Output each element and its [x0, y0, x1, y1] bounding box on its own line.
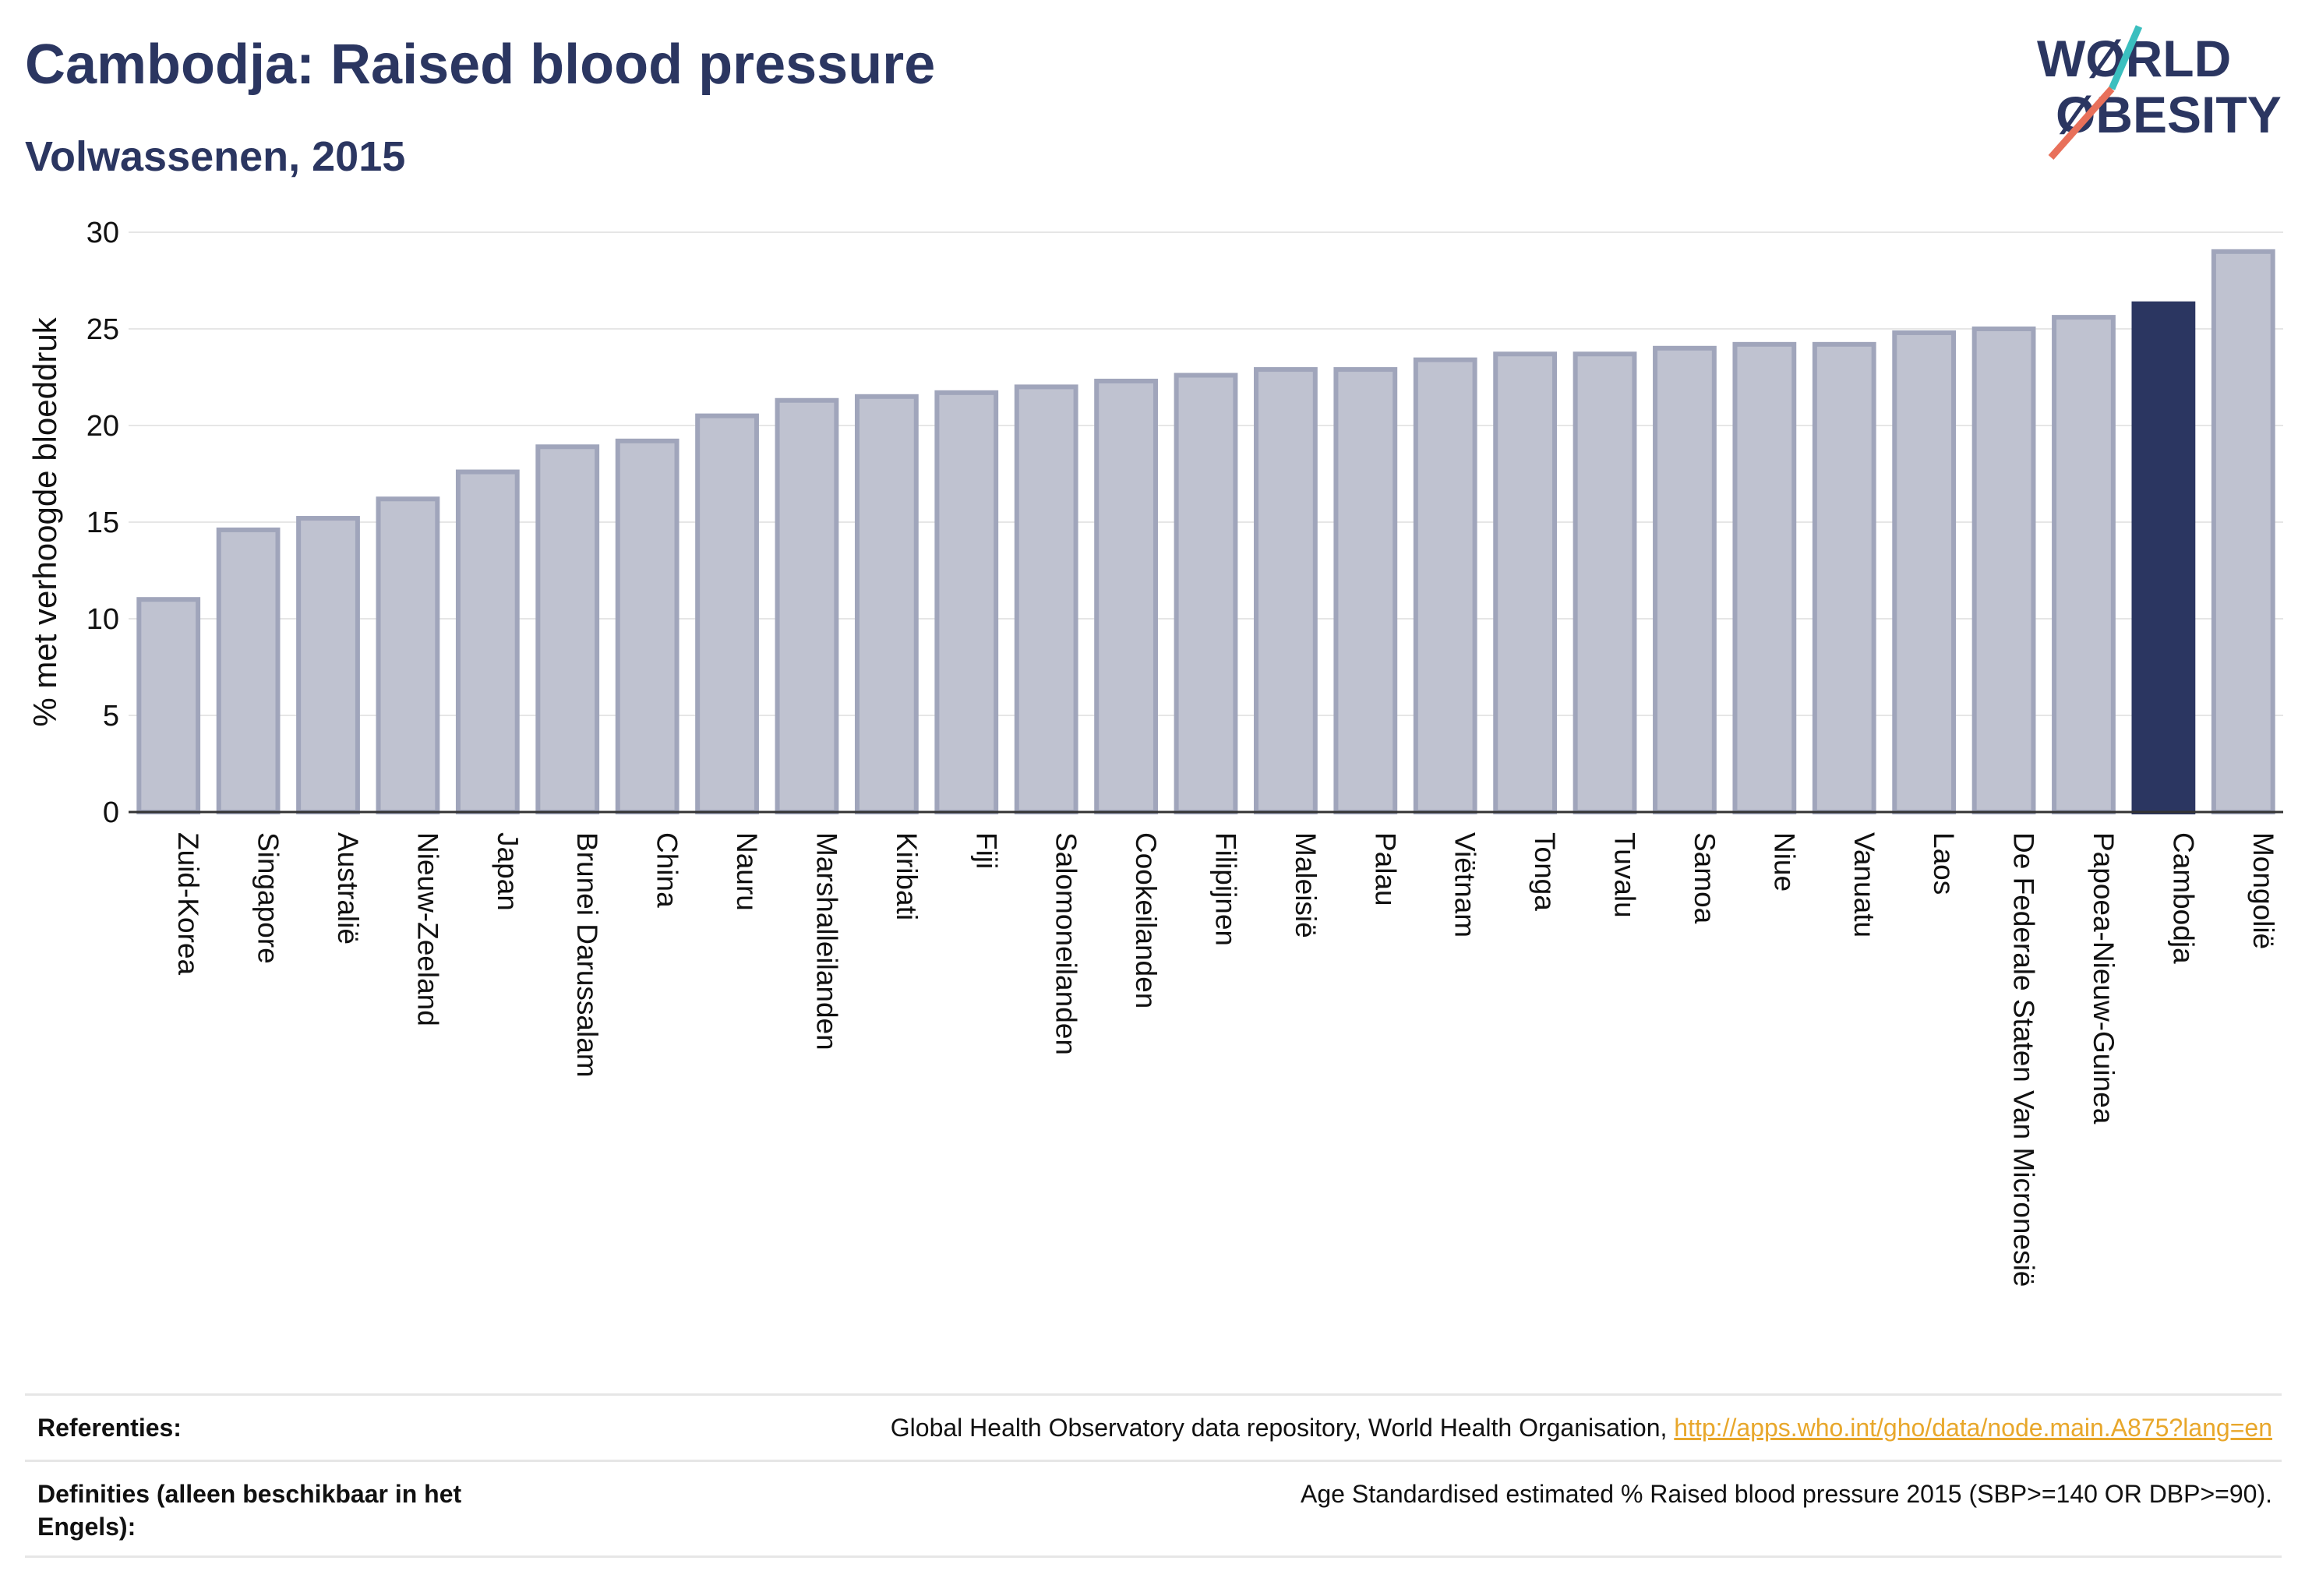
- bar-de-federale-staten-van-micronesi-: [1971, 327, 2036, 814]
- x-tick-label: Cookeilanden: [1130, 832, 1162, 1008]
- bar-vi-tnam: [1413, 357, 1477, 814]
- x-tick-label: Mongolië: [2247, 832, 2279, 949]
- bar-samoa: [1653, 345, 1717, 814]
- x-tick-label: Singapore: [252, 832, 284, 964]
- x-tick-label: Tuvalu: [1609, 832, 1641, 918]
- chart-subtitle: Volwassenen, 2015: [25, 133, 406, 180]
- y-tick-labels: 0 5 10 15 20 25 30: [86, 217, 119, 829]
- references-value: Global Health Observatory data repositor…: [891, 1411, 2272, 1444]
- y-tick-label: 0: [103, 796, 119, 829]
- x-tick-label: Zuid-Korea: [172, 832, 204, 975]
- x-tick-label: Viëtnam: [1449, 832, 1481, 937]
- bar-palau: [1333, 367, 1398, 814]
- references-row: Referenties: Global Health Observatory d…: [25, 1393, 2282, 1460]
- y-tick-label: 20: [86, 410, 119, 443]
- bar-filipijnen: [1174, 373, 1238, 814]
- y-tick-label: 25: [86, 313, 119, 346]
- x-tick-label: China: [651, 832, 683, 908]
- x-tick-label: De Federale Staten Van Micronesië: [2008, 832, 2040, 1287]
- x-tick-label: Japan: [492, 832, 524, 911]
- bar-china: [615, 438, 679, 815]
- x-tick-label: Australië: [332, 832, 364, 945]
- chart-title: Cambodja: Raised blood pressure: [25, 34, 936, 96]
- bar-salomoneilanden: [1014, 384, 1078, 814]
- x-tick-label: Maleisië: [1290, 832, 1322, 938]
- x-tick-label: Palau: [1369, 832, 1401, 906]
- definitions-row: Definities (alleen beschikbaar in het En…: [25, 1460, 2282, 1558]
- bar-maleisi-: [1254, 367, 1318, 814]
- bar-australi-: [296, 516, 360, 814]
- definitions-label: Definities (alleen beschikbaar in het En…: [37, 1480, 462, 1541]
- bar-zuid-korea: [136, 597, 201, 814]
- x-tick-label: Fiji: [970, 832, 1002, 869]
- bar-vanuatu: [1812, 341, 1876, 814]
- x-tick-label: Marshalleilanden: [810, 832, 842, 1050]
- bar-papoea-nieuw-guinea: [2052, 315, 2116, 814]
- x-tick-label: Papoea-Nieuw-Guinea: [2088, 832, 2120, 1125]
- bar-cookeilanden: [1094, 378, 1158, 814]
- bar-singapore: [216, 527, 281, 814]
- y-axis-label: % met verhoogde bloeddruk: [26, 316, 63, 726]
- y-tick-label: 15: [86, 507, 119, 539]
- footer: Referenties: Global Health Observatory d…: [25, 1393, 2282, 1558]
- x-tick-label: Salomoneilanden: [1050, 832, 1082, 1055]
- x-tick-label: Samoa: [1689, 832, 1721, 924]
- x-tick-label: Laos: [1928, 832, 1960, 895]
- x-tick-label: Vanuatu: [1848, 832, 1880, 937]
- bar-marshalleilanden: [775, 397, 839, 814]
- definitions-value: Age Standardised estimated % Raised bloo…: [1301, 1480, 2272, 1508]
- x-tick-label: Kiribati: [891, 832, 923, 920]
- x-tick-label: Nauru: [731, 832, 763, 911]
- bar-tuvalu: [1573, 351, 1637, 814]
- bar-niue: [1732, 341, 1797, 814]
- world-obesity-logo: WØRLD ØBESITY: [2037, 25, 2282, 160]
- x-tick-label: Cambodja: [2167, 832, 2199, 964]
- bar-chart: 0 5 10 15 20 25 30 Zuid-Korea Singapore Australi…: [26, 217, 2283, 1287]
- bar-fiji: [934, 390, 999, 814]
- bar-cambodja: [2131, 301, 2196, 814]
- y-tick-label: 5: [103, 700, 119, 733]
- references-text: Global Health Observatory data repositor…: [890, 1414, 1668, 1442]
- x-tick-label: Brunei Darussalam: [571, 832, 603, 1078]
- bar-tonga: [1493, 351, 1558, 814]
- bar-mongoli-: [2211, 249, 2275, 814]
- x-tick-label: Filipijnen: [1210, 832, 1242, 946]
- bar-laos: [1892, 330, 1957, 814]
- bars: [136, 249, 2275, 815]
- references-label: Referenties:: [37, 1414, 182, 1442]
- y-tick-label: 10: [86, 603, 119, 636]
- bar-nieuw-zeeland: [376, 496, 440, 814]
- bar-kiribati: [854, 394, 919, 814]
- bar-japan: [455, 469, 520, 815]
- bar-nauru: [695, 413, 759, 814]
- x-tick-label: Tonga: [1529, 832, 1561, 911]
- bar-brunei-darussalam: [535, 444, 600, 815]
- references-link[interactable]: http://apps.who.int/gho/data/node.main.A…: [1674, 1414, 2272, 1442]
- y-tick-label: 30: [86, 217, 119, 249]
- x-tick-labels: Zuid-Korea Singapore Australië Nieuw-Zeelan…: [172, 832, 2279, 1287]
- x-tick-label: Nieuw-Zeeland: [411, 832, 443, 1026]
- x-tick-label: Niue: [1768, 832, 1800, 892]
